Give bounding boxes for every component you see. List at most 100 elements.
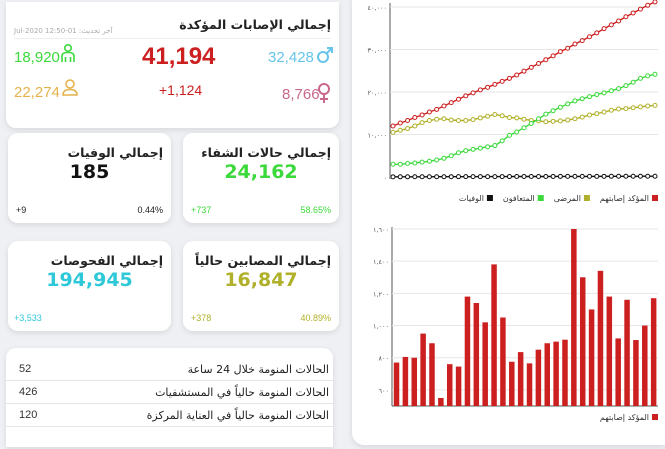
line-point [499,138,505,144]
legend-swatch [652,195,658,201]
line-point [543,57,549,63]
bar [393,362,400,406]
adult-cases-value: 18,920 [14,49,60,66]
line-point [645,2,651,8]
bar [650,298,657,406]
charts-svg: ٤٠,٠٠٠ ٣٠,٠٠٠ ٢٠,٠٠٠ ١٠,٠٠٠ ٠ المؤكد إصابتهم ا… [367,0,658,423]
hospital-row-label: الحالات المنومة خلال 24 ساعة [187,363,329,376]
hospital-row-value: 52 [19,363,32,375]
line-point [536,173,542,179]
recovered-card: إجمالي حالات الشفاء 24,162 +737 58.65% [183,133,339,223]
line-point [565,45,571,51]
child-cases-value: 22,274 [14,84,60,101]
line-point [572,41,578,47]
bar [615,338,621,406]
line-point [390,174,396,180]
line-point [485,144,491,150]
line-point [594,173,600,179]
male-cases-value: 32,428 [268,49,314,66]
bar [464,296,471,406]
line-point [419,112,425,118]
line-point [521,116,527,122]
male-icon [316,46,334,68]
line-point [623,83,629,89]
bar [588,309,595,406]
line-point [499,78,505,84]
line-point [506,115,512,120]
line-point [623,14,629,20]
line-point [485,84,491,90]
line-point [616,106,622,112]
line-point [390,123,396,129]
line-point [405,174,411,180]
line-point [572,116,578,122]
line-point [630,105,636,111]
line-point [506,174,512,180]
line-point [470,90,476,96]
line-point [514,72,520,78]
line-point [492,81,498,87]
line-chart-y-tick-label: ١٠,٠٠٠ [367,132,387,140]
line-point [550,53,556,59]
line-point [594,92,600,98]
line-point [499,113,505,119]
line-point [463,93,469,99]
line-point [463,174,469,180]
hospital-row-value: 426 [19,386,38,398]
line-point [448,153,454,159]
line-point [572,98,578,104]
line-point [645,73,651,79]
active-cases-percent: 40.89% [300,313,331,323]
line-point [528,174,534,180]
line-point [579,114,585,120]
recovered-delta: +737 [191,205,212,215]
line-point [623,173,629,179]
line-point [448,100,454,106]
tests-value: 194,945 [46,269,133,291]
deaths-delta: +9 [16,205,27,215]
list-item: الحالات المنومة حالياً في العناية المركز… [6,404,333,427]
line-point [630,173,636,179]
line-point [434,116,440,122]
line-point [434,174,440,180]
line-point [557,118,563,124]
line-point [434,106,440,112]
line-point [550,108,556,114]
line-point [608,107,614,113]
line-point [565,117,571,123]
bar [526,363,533,406]
adult-person-icon [60,43,76,67]
line-point [426,174,432,180]
line-point [587,94,592,100]
line-point [652,102,658,108]
line-point [456,117,461,123]
line-point [477,87,483,93]
line-point [448,174,454,180]
female-cases-value: 8,766 [282,86,320,103]
line-point [434,157,440,163]
hospital-row-label: الحالات المنومة حالياً في المستشفيات [155,386,329,399]
line-point [623,106,629,112]
line-point [601,90,607,96]
deaths-card: إجمالي الوفيات 185 +9 0.44% [8,133,171,223]
bar [482,322,488,406]
hospital-row-value: 120 [19,409,38,421]
line-point [579,173,585,179]
line-chart-y-tick-label: ٣٠,٠٠٠ [367,47,387,55]
bar [491,264,497,406]
tests-title: إجمالي الفحوصات [50,253,163,268]
line-point [412,115,418,120]
line-point [557,173,563,179]
line-chart-y-tick-label: ٤٠,٠٠٠ [367,4,387,12]
bar-chart-y-tick-label: ٦٠٠ [379,387,389,395]
legend-label: المرضى [554,194,581,203]
line-point [514,129,520,135]
line-point [419,159,425,165]
line-point [485,113,491,119]
line-point [601,26,607,32]
line-point [477,145,483,151]
bar [562,339,568,406]
bar [571,229,577,406]
line-point [521,125,527,131]
list-item: الحالات المنومة خلال 24 ساعة 52 [6,358,333,381]
